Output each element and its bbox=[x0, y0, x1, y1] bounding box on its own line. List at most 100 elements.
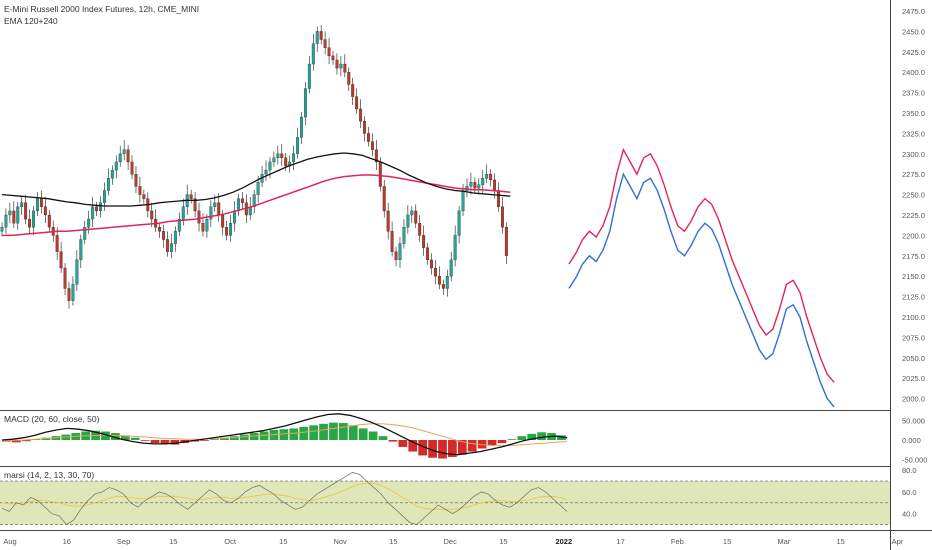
candle bbox=[150, 210, 154, 220]
candle bbox=[449, 259, 453, 277]
candle bbox=[213, 202, 217, 207]
candle bbox=[205, 218, 209, 232]
ema-legend: EMA 120+240 bbox=[4, 16, 58, 26]
candle bbox=[414, 210, 418, 224]
candle bbox=[445, 276, 449, 289]
candle bbox=[485, 174, 489, 179]
candle bbox=[292, 153, 296, 163]
candle bbox=[418, 223, 422, 236]
candle bbox=[359, 108, 363, 122]
candle bbox=[221, 214, 225, 228]
macd-bar bbox=[220, 437, 229, 440]
macd-bar bbox=[428, 440, 437, 458]
price-tick-label: 2250.0 bbox=[902, 191, 925, 200]
candle bbox=[47, 214, 51, 228]
candle bbox=[166, 239, 169, 252]
ema-240-line bbox=[2, 174, 511, 237]
candle bbox=[386, 210, 390, 232]
macd-bar bbox=[160, 440, 170, 444]
candle bbox=[347, 72, 351, 85]
candle bbox=[197, 210, 201, 224]
candle bbox=[32, 210, 35, 228]
candle bbox=[469, 182, 473, 187]
candle bbox=[39, 198, 43, 207]
candle bbox=[173, 231, 177, 244]
macd-bar bbox=[557, 435, 566, 440]
candle bbox=[276, 153, 280, 159]
x-tick-label: 15 bbox=[723, 537, 731, 546]
price-tick-label: 2375.0 bbox=[902, 89, 925, 98]
macd-bar bbox=[150, 440, 160, 444]
candle bbox=[497, 190, 500, 207]
candle bbox=[410, 210, 414, 216]
candle bbox=[4, 214, 8, 228]
candle bbox=[382, 186, 386, 212]
macd-bar bbox=[130, 437, 140, 440]
macd-bar bbox=[309, 425, 318, 440]
x-tick-label: 15 bbox=[279, 537, 287, 546]
candle bbox=[75, 259, 79, 285]
candle bbox=[217, 202, 221, 216]
candle bbox=[99, 202, 102, 212]
rsi-line bbox=[1, 472, 568, 526]
macd-bar bbox=[11, 440, 21, 443]
rsi-tick-label: 40.0 bbox=[902, 510, 917, 519]
candle bbox=[59, 251, 63, 269]
candle bbox=[355, 96, 359, 110]
price-tick-label: 2125.0 bbox=[902, 293, 925, 302]
candle bbox=[236, 198, 240, 212]
candle bbox=[193, 198, 197, 212]
candle bbox=[181, 206, 185, 220]
price-tick-label: 2050.0 bbox=[902, 354, 925, 363]
macd-bar bbox=[537, 432, 546, 440]
candle bbox=[394, 251, 398, 261]
x-tick-label: Mar bbox=[777, 537, 790, 546]
candle bbox=[256, 182, 260, 195]
x-tick-label: 17 bbox=[616, 537, 624, 546]
candle bbox=[79, 239, 83, 261]
candle bbox=[12, 210, 16, 224]
candle bbox=[351, 84, 355, 97]
price-tick-label: 2300.0 bbox=[902, 150, 925, 159]
macd-bar bbox=[398, 440, 408, 447]
macd-tick-label: -50.000 bbox=[902, 455, 927, 464]
x-tick-label: Dec bbox=[444, 537, 458, 546]
x-tick-label: Aug bbox=[3, 537, 16, 546]
candle bbox=[252, 194, 256, 207]
x-tick-label: 15 bbox=[389, 537, 397, 546]
macd-bar bbox=[249, 433, 259, 440]
macd-bar bbox=[329, 422, 338, 440]
macd-bar bbox=[289, 428, 299, 440]
candle bbox=[280, 153, 284, 159]
candle bbox=[67, 288, 71, 301]
candle bbox=[370, 141, 374, 150]
candle bbox=[43, 206, 47, 216]
candle bbox=[461, 190, 465, 212]
candle bbox=[106, 178, 110, 191]
macd-bar bbox=[348, 425, 358, 440]
candle bbox=[477, 184, 481, 189]
candle bbox=[500, 206, 504, 228]
candle bbox=[335, 59, 339, 69]
price-tick-label: 2325.0 bbox=[902, 129, 925, 138]
macd-bar bbox=[200, 440, 209, 441]
price-tick-label: 2475.0 bbox=[902, 7, 925, 16]
candle bbox=[272, 157, 276, 163]
candle bbox=[307, 63, 311, 89]
rsi-levels bbox=[0, 480, 890, 525]
candle bbox=[489, 174, 493, 181]
candle bbox=[177, 218, 181, 232]
price-tick-label: 2175.0 bbox=[902, 252, 925, 261]
candle bbox=[331, 55, 335, 61]
candle bbox=[434, 267, 437, 277]
price-tick-label: 2425.0 bbox=[902, 48, 925, 57]
candle bbox=[229, 223, 232, 236]
candle bbox=[233, 210, 236, 224]
candle bbox=[95, 206, 99, 212]
candle bbox=[300, 116, 303, 138]
candle bbox=[169, 243, 173, 252]
price-tick-label: 2450.0 bbox=[902, 27, 925, 36]
macd-bar bbox=[31, 439, 41, 440]
rsi-ma-line bbox=[1, 482, 568, 510]
